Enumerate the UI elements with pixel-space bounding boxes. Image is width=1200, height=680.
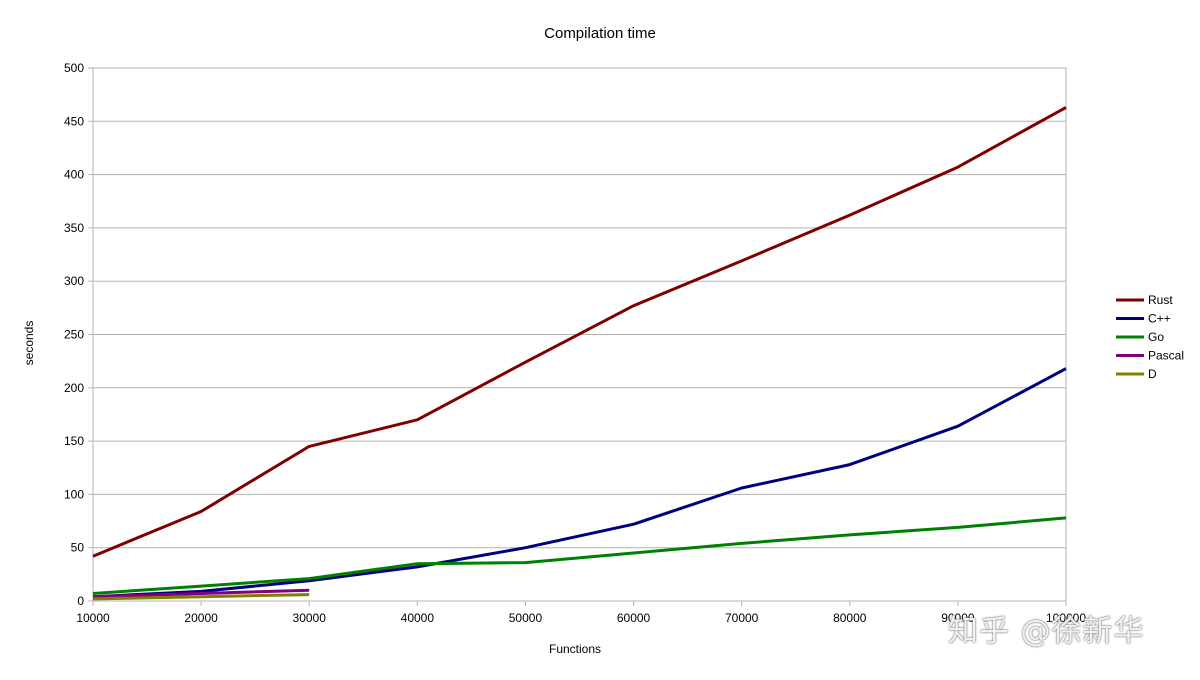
x-tick-label: 40000	[401, 611, 435, 625]
x-tick-label: 20000	[184, 611, 218, 625]
x-tick-label: 100000	[1046, 611, 1086, 625]
legend-label: Rust	[1148, 293, 1173, 307]
x-tick-label: 10000	[76, 611, 110, 625]
series-line-d	[92, 593, 310, 601]
y-axis-ticks: 0 50 100 150 200 250 300 350 400 450 500	[64, 61, 93, 608]
x-tick-label: 50000	[509, 611, 543, 625]
y-tick-label: 50	[71, 541, 85, 555]
legend-label: Go	[1148, 330, 1164, 344]
legend: Rust C++ Go Pascal D	[1116, 293, 1184, 381]
y-axis-label: seconds	[22, 321, 36, 366]
y-tick-label: 400	[64, 168, 84, 182]
x-axis-ticks: 10000 20000 30000 40000 50000 60000 70000 80000…	[76, 601, 1086, 625]
y-tick-label: 450	[64, 114, 84, 128]
series-line-go	[92, 516, 1067, 595]
series-line-cp	[92, 367, 1067, 599]
series-line-pascal	[92, 588, 310, 599]
y-tick-label: 350	[64, 221, 84, 235]
y-tick-label: 150	[64, 434, 84, 448]
watermark: 知乎 @徐新华	[948, 614, 1145, 649]
x-tick-label: 60000	[617, 611, 651, 625]
x-tick-label: 80000	[833, 611, 867, 625]
x-tick-label: 90000	[941, 611, 975, 625]
x-tick-label: 30000	[293, 611, 327, 625]
legend-label: D	[1148, 367, 1157, 381]
y-tick-label: 300	[64, 274, 84, 288]
x-axis-label: Functions	[549, 642, 601, 656]
y-tick-label: 100	[64, 487, 84, 501]
legend-label: Pascal	[1148, 349, 1184, 363]
series-lines	[92, 106, 1067, 601]
y-tick-label: 0	[77, 594, 84, 608]
y-tick-label: 200	[64, 381, 84, 395]
y-tick-label: 500	[64, 61, 84, 75]
y-tick-label: 250	[64, 328, 84, 342]
series-line-rust	[92, 106, 1067, 558]
legend-label: C++	[1148, 312, 1171, 326]
chart-title: Compilation time	[544, 25, 656, 42]
x-tick-label: 70000	[725, 611, 759, 625]
